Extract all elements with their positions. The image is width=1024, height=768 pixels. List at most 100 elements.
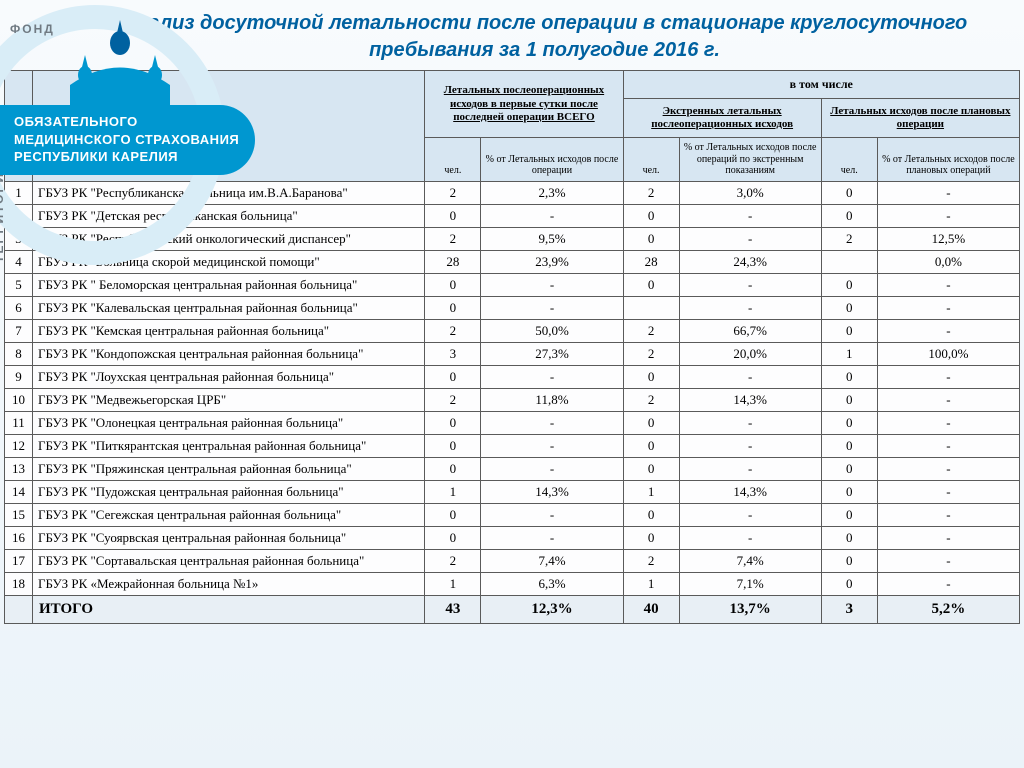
table-row: 4ГБУЗ РК "Больница скорой медицинской по… bbox=[5, 250, 1020, 273]
cell-p3: - bbox=[877, 388, 1019, 411]
cell-p1: 6,3% bbox=[481, 572, 623, 595]
cell-p1: - bbox=[481, 503, 623, 526]
cell-num: 11 bbox=[5, 411, 33, 434]
cell-c3: 2 bbox=[821, 227, 877, 250]
cell-num: 16 bbox=[5, 526, 33, 549]
cell-c3: 0 bbox=[821, 434, 877, 457]
cell-p1: - bbox=[481, 365, 623, 388]
cell-p1: 27,3% bbox=[481, 342, 623, 365]
cell-name: ГБУЗ РК "Лоухская центральная районная б… bbox=[33, 365, 425, 388]
cell-p2: - bbox=[679, 296, 821, 319]
cell-p1: - bbox=[481, 273, 623, 296]
cell-c2 bbox=[623, 296, 679, 319]
cell-num: 17 bbox=[5, 549, 33, 572]
cell-c3: 0 bbox=[821, 273, 877, 296]
cell-c3 bbox=[821, 250, 877, 273]
cell-c2: 1 bbox=[623, 572, 679, 595]
cell-p3: 100,0% bbox=[877, 342, 1019, 365]
cell-c3: 0 bbox=[821, 526, 877, 549]
cell-c1: 0 bbox=[425, 204, 481, 227]
logo-strip-line1: ОБЯЗАТЕЛЬНОГО bbox=[14, 113, 241, 131]
cell-c3: 0 bbox=[821, 365, 877, 388]
cell-p3: - bbox=[877, 296, 1019, 319]
cell-c1: 0 bbox=[425, 296, 481, 319]
cell-c3: 0 bbox=[821, 549, 877, 572]
col-header-group2: Экстренных летальных послеоперационных и… bbox=[623, 99, 821, 138]
col-header-chel2: чел. bbox=[623, 138, 679, 182]
cell-name: ГБУЗ РК "Кемская центральная районная бо… bbox=[33, 319, 425, 342]
table-row-total: ИТОГО4312,3%4013,7%35,2% bbox=[5, 595, 1020, 623]
table-row: 13ГБУЗ РК "Пряжинская центральная районн… bbox=[5, 457, 1020, 480]
cell-c1: 1 bbox=[425, 480, 481, 503]
cell-name: ГБУЗ РК "Суоярвская центральная районная… bbox=[33, 526, 425, 549]
cell-p1: - bbox=[481, 411, 623, 434]
cell-c1: 0 bbox=[425, 457, 481, 480]
cell-num: 9 bbox=[5, 365, 33, 388]
cell-p3: - bbox=[877, 411, 1019, 434]
table-row: 14ГБУЗ РК "Пудожская центральная районна… bbox=[5, 480, 1020, 503]
cell-c2: 2 bbox=[623, 342, 679, 365]
cell-p1: 9,5% bbox=[481, 227, 623, 250]
cell-c1: 1 bbox=[425, 572, 481, 595]
cell-name: ГБУЗ РК " Беломорская центральная районн… bbox=[33, 273, 425, 296]
cell-c2: 0 bbox=[623, 411, 679, 434]
cell-c2: 0 bbox=[623, 227, 679, 250]
cell-c1: 2 bbox=[425, 181, 481, 204]
cell-c3: 0 bbox=[821, 204, 877, 227]
cell-p1: - bbox=[481, 434, 623, 457]
cell-p2: - bbox=[679, 434, 821, 457]
cell-name: ГБУЗ РК "Пудожская центральная районная … bbox=[33, 480, 425, 503]
cell-name: ГБУЗ РК "Кондопожская центральная районн… bbox=[33, 342, 425, 365]
col-header-p1: % от Летальных исходов после операции bbox=[481, 138, 623, 182]
cell-p3: - bbox=[877, 204, 1019, 227]
cell-p2: 20,0% bbox=[679, 342, 821, 365]
cell-p2: - bbox=[679, 526, 821, 549]
col-header-chel3: чел. bbox=[821, 138, 877, 182]
cell-c1: 2 bbox=[425, 319, 481, 342]
cell-num: 8 bbox=[5, 342, 33, 365]
cell-total-label: ИТОГО bbox=[33, 595, 425, 623]
col-header-including: в том числе bbox=[623, 71, 1019, 99]
cell-p3: - bbox=[877, 319, 1019, 342]
cell-p3: - bbox=[877, 273, 1019, 296]
col-header-group1: Летальных послеоперационных исходов в пе… bbox=[425, 71, 623, 138]
cell-p1: - bbox=[481, 204, 623, 227]
cell-p2: 7,4% bbox=[679, 549, 821, 572]
cell-p3: - bbox=[877, 572, 1019, 595]
cell-c3: 0 bbox=[821, 181, 877, 204]
cell-c2: 2 bbox=[623, 319, 679, 342]
cell-num: 6 bbox=[5, 296, 33, 319]
cell-p1: 23,9% bbox=[481, 250, 623, 273]
cell-p2: - bbox=[679, 365, 821, 388]
cell-c1: 2 bbox=[425, 227, 481, 250]
table-row: 18ГБУЗ РК «Межрайонная больница №1»16,3%… bbox=[5, 572, 1020, 595]
cell-p3: - bbox=[877, 480, 1019, 503]
cell-num: 13 bbox=[5, 457, 33, 480]
cell-c2: 2 bbox=[623, 181, 679, 204]
table-row: 11ГБУЗ РК "Олонецкая центральная районна… bbox=[5, 411, 1020, 434]
cell-num bbox=[5, 595, 33, 623]
cell-c1: 0 bbox=[425, 526, 481, 549]
cell-c2: 1 bbox=[623, 480, 679, 503]
cell-p2: 14,3% bbox=[679, 388, 821, 411]
cell-p2: 3,0% bbox=[679, 181, 821, 204]
cell-c2: 0 bbox=[623, 434, 679, 457]
cell-c3: 0 bbox=[821, 319, 877, 342]
cell-p2: 7,1% bbox=[679, 572, 821, 595]
col-header-chel1: чел. bbox=[425, 138, 481, 182]
cell-c2: 0 bbox=[623, 273, 679, 296]
cell-p1: 50,0% bbox=[481, 319, 623, 342]
cell-p1: - bbox=[481, 457, 623, 480]
table-row: 15ГБУЗ РК "Сегежская центральная районна… bbox=[5, 503, 1020, 526]
cell-name: ГБУЗ РК "Олонецкая центральная районная … bbox=[33, 411, 425, 434]
cell-c1: 2 bbox=[425, 549, 481, 572]
cell-p2: 14,3% bbox=[679, 480, 821, 503]
cell-p2: - bbox=[679, 204, 821, 227]
cell-c1: 2 bbox=[425, 388, 481, 411]
cell-p1: 11,8% bbox=[481, 388, 623, 411]
cell-num: 18 bbox=[5, 572, 33, 595]
cell-p2: 66,7% bbox=[679, 319, 821, 342]
cell-c3: 0 bbox=[821, 388, 877, 411]
cell-p1: 2,3% bbox=[481, 181, 623, 204]
cell-num: 5 bbox=[5, 273, 33, 296]
